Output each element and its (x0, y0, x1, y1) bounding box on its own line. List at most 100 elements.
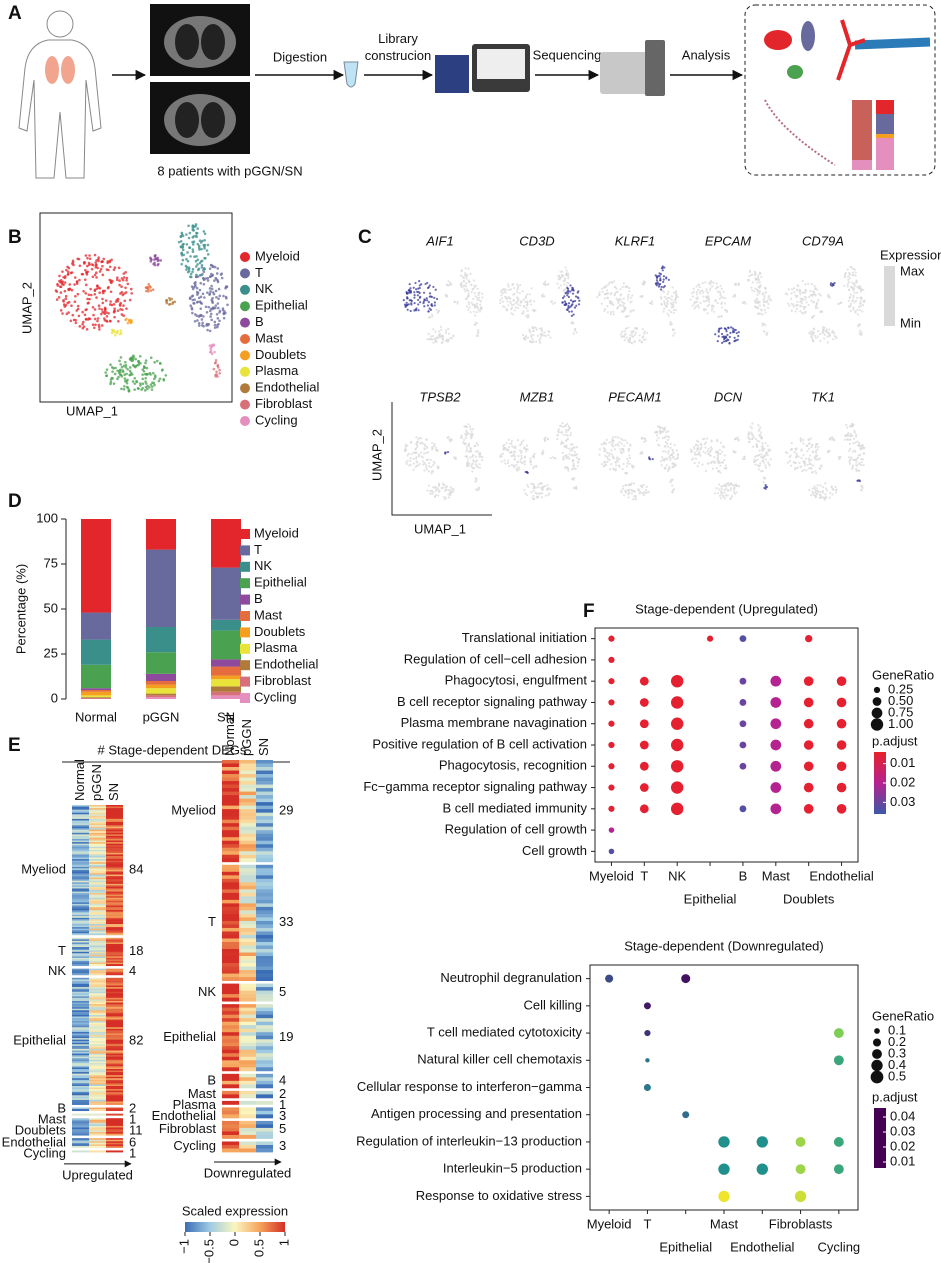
heatmap-cell (106, 920, 123, 923)
umap-point (614, 460, 617, 464)
umap-point (119, 301, 123, 305)
legend-title: GeneRatio (872, 1008, 934, 1023)
heatmap-cell (106, 888, 123, 891)
umap-point (731, 327, 734, 330)
umap-point (417, 290, 420, 294)
umap-point (99, 267, 103, 271)
heatmap-cell (106, 956, 123, 959)
umap-point (567, 272, 570, 275)
umap-point (569, 290, 572, 293)
umap-point (530, 463, 533, 466)
heatmap-cell (72, 980, 89, 983)
umap-point (764, 458, 767, 461)
umap-point (423, 305, 426, 308)
umap-point (850, 456, 853, 459)
heatmap-cell (72, 1035, 89, 1037)
heatmap-cell (89, 1127, 106, 1130)
heatmap-title: # Stage-dependent DEGs (98, 742, 247, 757)
umap-point (478, 299, 481, 302)
row-group-count: 4 (129, 963, 136, 978)
umap-point (111, 377, 114, 380)
umap-point (216, 323, 219, 327)
heatmap-cell (222, 812, 239, 817)
umap-point (205, 310, 209, 314)
umap-point (695, 297, 698, 300)
heatmap-block (72, 1150, 123, 1153)
umap-point (540, 330, 544, 333)
umap-point (407, 291, 411, 294)
heatmap-cell (256, 938, 273, 943)
umap-point (156, 263, 160, 267)
umap-point (438, 330, 441, 333)
heatmap-cell (106, 1076, 123, 1079)
heatmap-cell (106, 968, 123, 971)
umap-point (602, 465, 605, 468)
heatmap-cell (256, 899, 273, 904)
umap-point (189, 255, 192, 258)
umap-point (414, 451, 418, 454)
umap-point (465, 273, 468, 276)
umap-point (430, 313, 434, 316)
umap-point (600, 463, 604, 466)
heatmap-cell (72, 1039, 89, 1042)
umap-point (427, 310, 430, 313)
umap-point (475, 459, 479, 462)
heatmap-cell (106, 843, 123, 846)
y-tick-label: Cellular response to interferon−gamma (357, 1079, 583, 1094)
umap-point (452, 334, 455, 337)
umap-point (530, 287, 533, 290)
umap-point (763, 294, 766, 298)
umap-point (811, 450, 814, 453)
heatmap-cell (256, 920, 273, 925)
heatmap-cell (106, 990, 123, 993)
heatmap-cell (222, 899, 239, 904)
umap-point (610, 453, 613, 456)
umap-point (724, 297, 727, 300)
umap-point (520, 456, 524, 460)
legend-swatch (240, 627, 250, 638)
umap-point (852, 458, 855, 462)
bar-segment (81, 690, 111, 692)
heatmap-cell (89, 1132, 106, 1135)
umap-point (108, 265, 112, 269)
heatmap-cell (72, 897, 89, 900)
umap-point (848, 460, 851, 463)
umap-point (805, 469, 808, 472)
umap-point (851, 423, 854, 426)
umap-point (619, 448, 622, 451)
umap-point (407, 452, 410, 455)
umap-point (134, 357, 138, 361)
heatmap-cell (72, 1144, 89, 1147)
umap-point (405, 462, 408, 466)
umap-point (81, 310, 84, 314)
umap-point (95, 296, 98, 299)
umap-point (93, 273, 97, 277)
umap-point (625, 472, 628, 475)
umap-point (441, 341, 444, 344)
heatmap-cell (239, 851, 256, 856)
heatmap-cell (72, 880, 89, 883)
umap-point (418, 280, 421, 283)
y-tick-label: Fc−gamma receptor signaling pathway (363, 779, 587, 794)
umap-point (565, 444, 568, 447)
heatmap-cell (239, 854, 256, 859)
heatmap-cell (222, 941, 239, 946)
umap-point (626, 441, 629, 445)
umap-point (789, 454, 792, 457)
umap-point (666, 452, 669, 455)
heatmap-cell (106, 919, 123, 922)
heatmap-cell (239, 871, 256, 876)
umap-point (572, 332, 575, 335)
heatmap-cell (72, 843, 89, 846)
umap-point (501, 292, 504, 295)
gene-label: TK1 (811, 389, 835, 404)
legend-label: Fibroblast (255, 396, 312, 411)
umap-point (699, 448, 702, 451)
umap-point (845, 423, 848, 426)
umap-point (523, 488, 526, 491)
umap-point (622, 282, 625, 285)
legend-title: p.adjust (872, 733, 918, 748)
heatmap-cell (89, 1103, 106, 1105)
umap-point (500, 455, 503, 458)
heatmap-cell (89, 917, 106, 920)
